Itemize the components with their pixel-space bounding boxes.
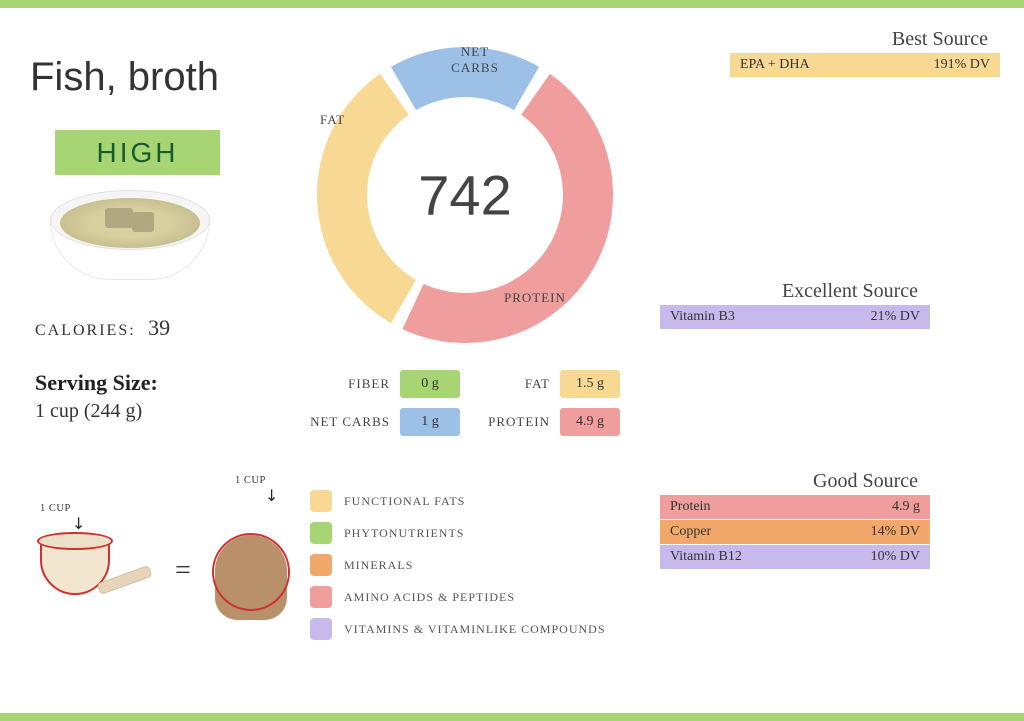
donut-label-protein: PROTEIN xyxy=(504,290,566,306)
source-row: Vitamin B3 21% DV xyxy=(660,305,930,329)
source-name: Copper xyxy=(670,524,711,540)
arrow-icon: ↘ xyxy=(260,483,284,507)
macro-netcarbs-label: NET CARBS xyxy=(310,415,390,429)
top-accent-bar xyxy=(0,0,1024,8)
source-value: 191% DV xyxy=(934,57,990,73)
donut-center-value: 742 xyxy=(418,163,511,228)
legend-swatch xyxy=(310,554,332,576)
source-name: Vitamin B12 xyxy=(670,549,742,565)
legend-swatch xyxy=(310,490,332,512)
legend-label: AMINO ACIDS & PEPTIDES xyxy=(344,590,515,605)
legend-label: FUNCTIONAL FATS xyxy=(344,494,465,509)
legend-item: MINERALS xyxy=(310,554,606,576)
best-source-block: Best Source EPA + DHA 191% DV xyxy=(730,28,1000,78)
macro-netcarbs-value: 1 g xyxy=(400,408,460,436)
excellent-source-title: Excellent Source xyxy=(660,280,930,303)
bottom-accent-bar xyxy=(0,713,1024,721)
source-name: EPA + DHA xyxy=(740,57,810,73)
legend-swatch xyxy=(310,586,332,608)
legend-label: PHYTONUTRIENTS xyxy=(344,526,464,541)
cup-label-left: 1 CUP xyxy=(40,503,71,514)
excellent-source-block: Excellent Source Vitamin B3 21% DV xyxy=(660,280,930,330)
food-image xyxy=(50,190,210,285)
cup-label-right: 1 CUP xyxy=(235,475,266,486)
good-source-block: Good Source Protein 4.9 g Copper 14% DV Vita… xyxy=(660,470,930,570)
serving-size-illustration: 1 CUP ↘ = 1 CUP ↘ xyxy=(30,455,310,645)
serving-size-label: Serving Size: xyxy=(35,370,158,396)
source-value: 10% DV xyxy=(871,549,920,565)
rating-text: HIGH xyxy=(97,137,179,169)
macro-protein-value: 4.9 g xyxy=(560,408,620,436)
fist-icon xyxy=(210,515,300,625)
calories-value: 39 xyxy=(148,315,170,340)
rating-badge: HIGH xyxy=(55,130,220,175)
calories: CALORIES: 39 xyxy=(35,315,170,341)
best-source-title: Best Source xyxy=(730,28,1000,51)
legend-label: MINERALS xyxy=(344,558,413,573)
macro-donut-chart: 742 NET CARBS FAT PROTEIN xyxy=(300,30,630,360)
legend-swatch xyxy=(310,618,332,640)
calories-label: CALORIES: xyxy=(35,322,136,339)
measuring-cup-icon xyxy=(40,540,110,595)
macro-fiber-value: 0 g xyxy=(400,370,460,398)
serving-size-value: 1 cup (244 g) xyxy=(35,400,142,423)
source-name: Vitamin B3 xyxy=(670,309,735,325)
legend-item: FUNCTIONAL FATS xyxy=(310,490,606,512)
source-row: Protein 4.9 g xyxy=(660,495,930,519)
legend-item: PHYTONUTRIENTS xyxy=(310,522,606,544)
source-row: EPA + DHA 191% DV xyxy=(730,53,1000,77)
source-name: Protein xyxy=(670,499,710,515)
good-source-title: Good Source xyxy=(660,470,930,493)
donut-label-fat: FAT xyxy=(320,112,345,128)
macro-fat-value: 1.5 g xyxy=(560,370,620,398)
macro-fat-label: FAT xyxy=(470,377,550,391)
source-value: 14% DV xyxy=(871,524,920,540)
legend-item: AMINO ACIDS & PEPTIDES xyxy=(310,586,606,608)
source-value: 4.9 g xyxy=(892,499,920,515)
page-title: Fish, broth xyxy=(30,55,219,100)
macro-fiber-label: FIBER xyxy=(310,377,390,391)
legend-item: VITAMINS & VITAMINLIKE COMPOUNDS xyxy=(310,618,606,640)
legend-swatch xyxy=(310,522,332,544)
legend-label: VITAMINS & VITAMINLIKE COMPOUNDS xyxy=(344,622,606,637)
source-row: Vitamin B12 10% DV xyxy=(660,545,930,569)
category-legend: FUNCTIONAL FATS PHYTONUTRIENTS MINERALS AMI… xyxy=(310,490,606,650)
source-value: 21% DV xyxy=(871,309,920,325)
equals-sign: = xyxy=(175,555,191,587)
macro-protein-label: PROTEIN xyxy=(470,415,550,429)
source-row: Copper 14% DV xyxy=(660,520,930,544)
donut-label-netcarbs: NET CARBS xyxy=(445,44,505,76)
macro-values: FIBER 0 g FAT 1.5 g NET CARBS 1 g PROTEI… xyxy=(310,370,620,436)
